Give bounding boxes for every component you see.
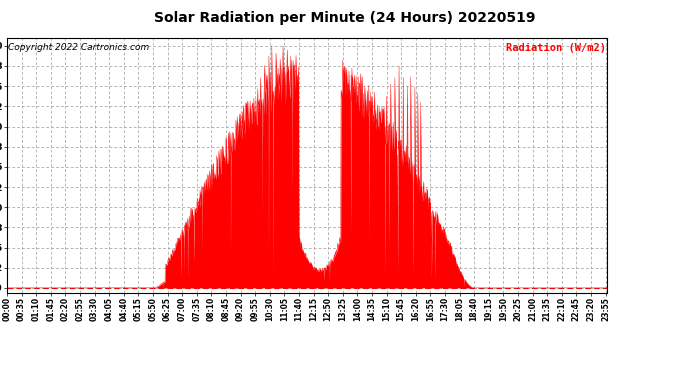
Text: Radiation (W/m2): Radiation (W/m2) <box>506 43 606 52</box>
Text: Solar Radiation per Minute (24 Hours) 20220519: Solar Radiation per Minute (24 Hours) 20… <box>155 11 535 25</box>
Text: Copyright 2022 Cartronics.com: Copyright 2022 Cartronics.com <box>8 43 149 52</box>
